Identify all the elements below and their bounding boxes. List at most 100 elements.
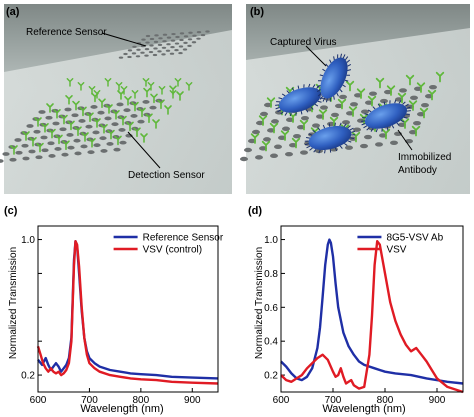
antibody-icon xyxy=(126,121,134,132)
detection-hole xyxy=(142,100,150,104)
b-detection-hole xyxy=(300,150,308,155)
b-detection-hole xyxy=(252,129,260,135)
legend-entry: 8G5-VSV Ab xyxy=(386,233,443,244)
antibody-icon xyxy=(119,115,127,126)
b-detection-hole xyxy=(417,111,425,117)
detection-hole xyxy=(130,114,138,118)
detection-hole xyxy=(87,150,95,155)
detection-hole xyxy=(33,129,41,134)
b-detection-hole xyxy=(390,140,398,145)
chart-c-ticks: 600 700 800 900 0.2 1.0 xyxy=(21,235,201,406)
reference-hole xyxy=(157,50,162,53)
reference-hole xyxy=(192,34,197,37)
antibody-icon xyxy=(74,126,82,136)
reference-hole xyxy=(135,55,141,58)
y-tick-label: 0.2 xyxy=(21,371,35,382)
b-detection-hole xyxy=(398,122,406,128)
x-tick-label: 600 xyxy=(273,395,290,406)
reference-hole xyxy=(152,53,158,57)
reference-hole xyxy=(141,38,146,41)
b-detection-hole xyxy=(357,118,365,123)
detection-hole xyxy=(85,124,93,129)
reference-hole xyxy=(178,45,184,48)
detection-hole xyxy=(66,133,74,137)
chart-c-series xyxy=(36,240,219,385)
legend-entry: VSV (control) xyxy=(143,245,202,256)
antibody-icon xyxy=(22,131,30,141)
antibody-icon xyxy=(337,98,347,110)
reference-hole xyxy=(132,45,137,48)
detection-hole xyxy=(99,136,107,141)
detection-hole xyxy=(35,155,43,160)
b-detection-hole xyxy=(240,156,248,162)
detection-hole xyxy=(113,147,121,152)
antibody-icon xyxy=(416,82,426,93)
b-detection-hole xyxy=(350,102,358,107)
detection-pointer-line xyxy=(127,131,161,169)
detection-sensor-label: Detection Sensor xyxy=(128,170,205,181)
b-detection-hole xyxy=(327,121,335,127)
legend-entry: Reference Sensor xyxy=(143,233,224,244)
antibody-icon xyxy=(65,95,73,105)
reference-hole xyxy=(178,51,183,55)
b-detection-hole xyxy=(320,105,328,110)
detection-hole xyxy=(80,144,88,149)
reference-hole xyxy=(144,54,149,57)
antibody-icon xyxy=(375,77,385,89)
detection-hole xyxy=(64,107,72,112)
virus-icon xyxy=(316,53,352,103)
reference-hole xyxy=(158,37,163,40)
antibody-icon xyxy=(62,140,70,150)
b-detection-hole xyxy=(293,133,301,139)
b-detection-hole xyxy=(312,123,320,128)
captured-virus-group xyxy=(275,53,411,154)
b-detection-hole xyxy=(297,124,305,130)
y-tick-label: 0.8 xyxy=(264,269,278,280)
reference-hole xyxy=(145,41,150,44)
reference-hole xyxy=(187,38,193,41)
detection-hole xyxy=(61,152,69,157)
antibody-icon xyxy=(157,99,165,109)
antibody-icon xyxy=(250,133,260,144)
b-detection-hole xyxy=(369,91,377,96)
antibody-icon xyxy=(93,90,101,99)
b-detection-hole xyxy=(244,147,252,153)
detection-hole xyxy=(59,127,67,132)
detection-hole xyxy=(119,140,127,145)
b-detection-hole xyxy=(335,103,343,109)
detection-hole xyxy=(111,122,119,127)
antibody-icon xyxy=(60,114,68,125)
b-detection-hole xyxy=(259,146,267,151)
antibody-icon xyxy=(29,137,37,147)
detection-hole xyxy=(78,119,86,123)
reference-hole xyxy=(157,43,163,46)
b-detection-hole xyxy=(345,145,353,150)
antibody-icon xyxy=(133,127,141,137)
detection-hole xyxy=(123,108,131,113)
antibody-icon xyxy=(100,124,108,134)
reference-hole xyxy=(174,49,179,52)
detection-hole xyxy=(118,128,126,132)
reference-hole xyxy=(183,41,188,45)
antibody-icon xyxy=(397,92,407,104)
detection-hole xyxy=(52,121,60,126)
reference-hole xyxy=(196,31,202,34)
detection-hole xyxy=(116,102,124,107)
antibody-icon xyxy=(185,82,193,91)
b-detection-hole xyxy=(264,102,272,108)
reference-hole xyxy=(153,40,159,44)
reference-hole xyxy=(162,33,168,36)
detection-hole xyxy=(54,147,62,151)
b-detection-hole xyxy=(316,114,324,119)
reference-hole xyxy=(169,52,175,55)
antibody-icon xyxy=(280,130,290,141)
antibody-icon xyxy=(419,107,429,119)
antibody-icon xyxy=(152,119,160,129)
x-tick-label: 600 xyxy=(30,395,47,406)
chart-d-series xyxy=(280,238,464,394)
detection-hole xyxy=(137,119,145,124)
antibody-icon xyxy=(142,78,150,87)
chart-d-frame xyxy=(280,225,464,393)
detection-hole xyxy=(0,159,4,163)
